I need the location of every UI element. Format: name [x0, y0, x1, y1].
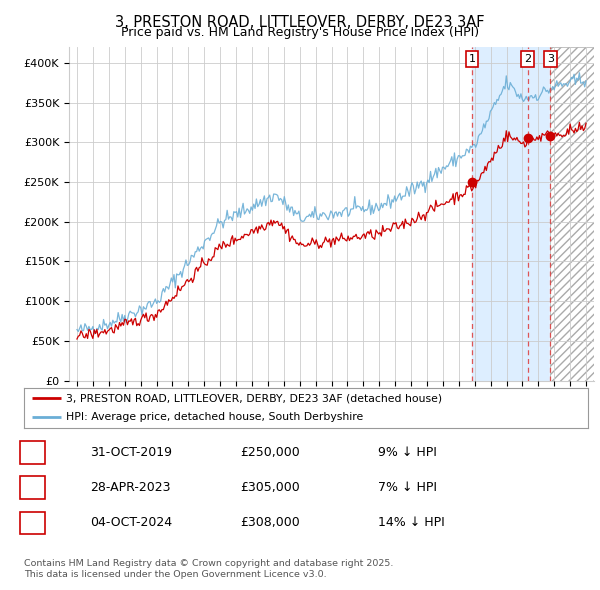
Bar: [472, 47, 550, 381]
Text: 2: 2: [524, 54, 531, 64]
Text: 9% ↓ HPI: 9% ↓ HPI: [378, 446, 437, 459]
Text: 3: 3: [28, 516, 37, 529]
Text: £305,000: £305,000: [240, 481, 300, 494]
Text: 1: 1: [469, 54, 475, 64]
Text: Price paid vs. HM Land Registry's House Price Index (HPI): Price paid vs. HM Land Registry's House …: [121, 26, 479, 39]
Text: 3: 3: [547, 54, 554, 64]
Text: 3, PRESTON ROAD, LITTLEOVER, DERBY, DE23 3AF: 3, PRESTON ROAD, LITTLEOVER, DERBY, DE23…: [115, 15, 485, 30]
Text: HPI: Average price, detached house, South Derbyshire: HPI: Average price, detached house, Sout…: [66, 412, 364, 422]
Text: 2: 2: [28, 481, 37, 494]
Bar: [550, 47, 594, 381]
Text: £250,000: £250,000: [240, 446, 300, 459]
Bar: [550, 47, 594, 381]
Text: 14% ↓ HPI: 14% ↓ HPI: [378, 516, 445, 529]
Text: 1: 1: [28, 446, 37, 459]
Text: 28-APR-2023: 28-APR-2023: [90, 481, 170, 494]
Text: 7% ↓ HPI: 7% ↓ HPI: [378, 481, 437, 494]
Bar: [550, 47, 594, 381]
Text: 3, PRESTON ROAD, LITTLEOVER, DERBY, DE23 3AF (detached house): 3, PRESTON ROAD, LITTLEOVER, DERBY, DE23…: [66, 394, 442, 404]
Bar: [550, 47, 594, 381]
Text: 31-OCT-2019: 31-OCT-2019: [90, 446, 172, 459]
Text: Contains HM Land Registry data © Crown copyright and database right 2025.
This d: Contains HM Land Registry data © Crown c…: [24, 559, 394, 579]
Text: 04-OCT-2024: 04-OCT-2024: [90, 516, 172, 529]
Text: £308,000: £308,000: [240, 516, 300, 529]
